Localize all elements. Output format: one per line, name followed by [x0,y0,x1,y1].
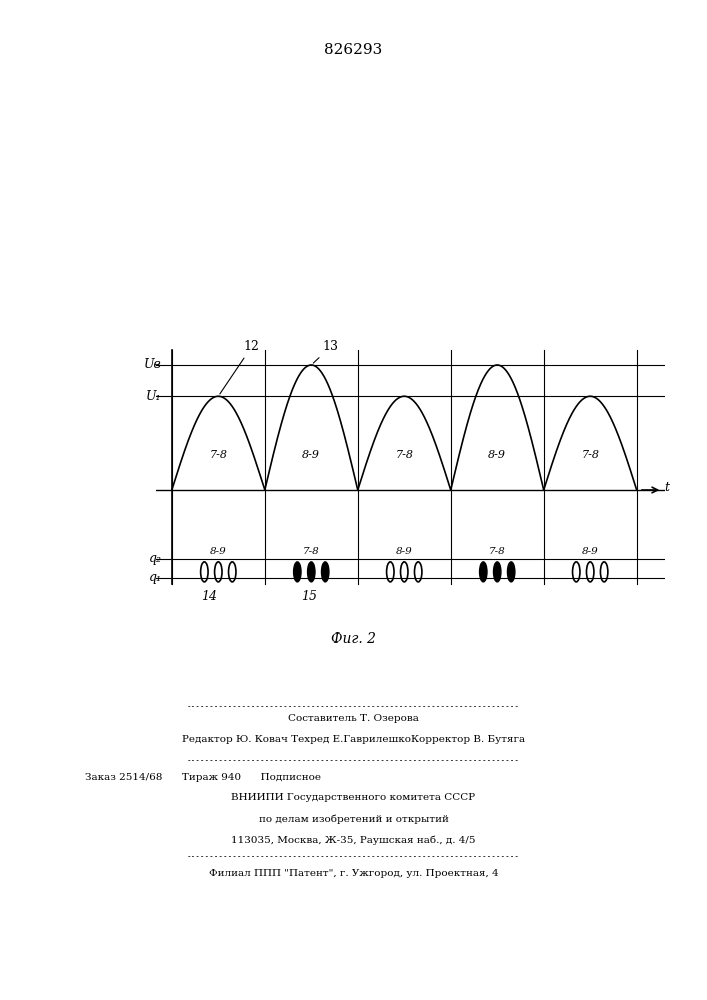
Text: U₁: U₁ [146,390,162,403]
Text: 13: 13 [313,340,339,363]
Text: 7-8: 7-8 [489,547,506,556]
Text: Uв: Uв [144,359,162,371]
Text: q₂: q₂ [148,552,162,565]
Text: ------------------------------------------------------------------------: ----------------------------------------… [187,756,520,765]
Text: 8-9: 8-9 [396,547,413,556]
Circle shape [308,562,315,582]
Text: q₁: q₁ [148,571,162,584]
Text: 8-9: 8-9 [303,450,320,460]
Text: 12: 12 [220,340,259,394]
Text: Редактор Ю. Ковач Техред Е.ГаврилешкоКорректор В. Бутяга: Редактор Ю. Ковач Техред Е.ГаврилешкоКор… [182,735,525,744]
Circle shape [479,562,487,582]
Text: 826293: 826293 [325,43,382,57]
Text: ------------------------------------------------------------------------: ----------------------------------------… [187,852,520,861]
Text: 7-8: 7-8 [303,547,320,556]
Text: Фиг. 2: Фиг. 2 [331,632,376,646]
Text: 7-8: 7-8 [209,450,227,460]
Text: Филиал ППП "Патент", г. Ужгород, ул. Проектная, 4: Филиал ППП "Патент", г. Ужгород, ул. Про… [209,869,498,878]
Text: 7-8: 7-8 [581,450,600,460]
Text: 8-9: 8-9 [582,547,599,556]
Text: ------------------------------------------------------------------------: ----------------------------------------… [187,702,520,711]
Circle shape [293,562,301,582]
Text: ВНИИПИ Государственного комитета СССР: ВНИИПИ Государственного комитета СССР [231,794,476,802]
Text: 15: 15 [301,590,317,603]
Circle shape [508,562,515,582]
Circle shape [322,562,329,582]
Text: Заказ 2514/68      Тираж 940      Подписное: Заказ 2514/68 Тираж 940 Подписное [85,772,321,782]
Text: 14: 14 [201,590,217,603]
Text: Составитель Т. Озерова: Составитель Т. Озерова [288,714,419,723]
Text: 8-9: 8-9 [210,547,227,556]
Text: по делам изобретений и открытий: по делам изобретений и открытий [259,814,448,824]
Text: 113035, Москва, Ж-35, Раушская наб., д. 4/5: 113035, Москва, Ж-35, Раушская наб., д. … [231,836,476,845]
Text: t: t [665,481,670,494]
Text: 7-8: 7-8 [395,450,414,460]
Circle shape [493,562,501,582]
Text: 8-9: 8-9 [489,450,506,460]
